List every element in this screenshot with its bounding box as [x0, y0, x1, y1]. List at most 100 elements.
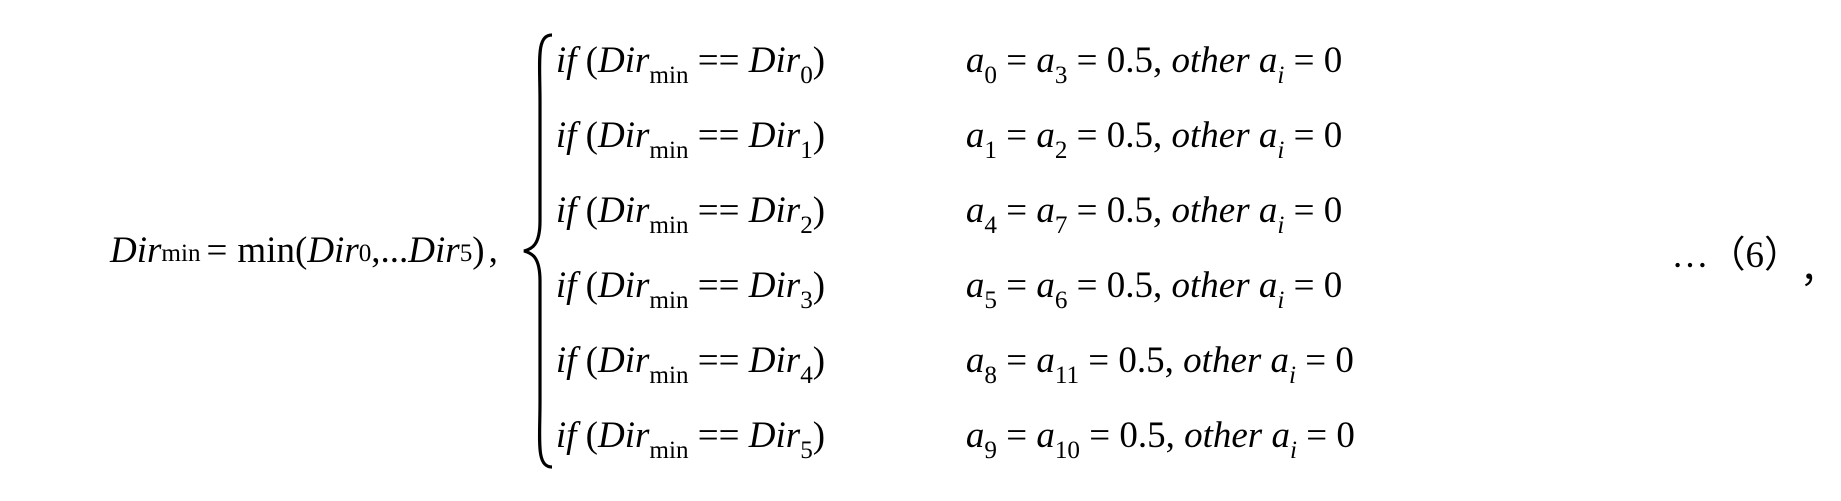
- case-condition: if (Dirmin == Dir2): [556, 189, 926, 237]
- close-paren: ): [813, 340, 825, 381]
- eqeq: ==: [689, 340, 749, 381]
- i-subscript: i: [1289, 362, 1296, 389]
- a-symbol: a: [966, 115, 985, 156]
- a-symbol: a: [966, 190, 985, 231]
- if-word: if: [556, 40, 577, 81]
- dir-symbol: Dir: [110, 229, 161, 272]
- other-word: other: [1184, 415, 1262, 456]
- comma: ,: [1165, 340, 1184, 381]
- other-word: other: [1172, 190, 1250, 231]
- eq-zero: = 0: [1284, 265, 1342, 306]
- a-symbol: a: [1259, 190, 1278, 231]
- if-word: if: [556, 415, 577, 456]
- case-condition: if (Dirmin == Dir0): [556, 39, 926, 87]
- dir-symbol: Dir: [749, 415, 800, 456]
- case-result: a9 = a10 = 0.5, other ai = 0: [966, 414, 1355, 462]
- other-word: other: [1183, 340, 1261, 381]
- dir-symbol: Dir: [598, 40, 649, 81]
- value: 0.5: [1118, 340, 1164, 381]
- a-symbol: a: [966, 265, 985, 306]
- eqeq: ==: [689, 115, 749, 156]
- a-sub-j: 2: [1055, 137, 1068, 164]
- a-sub-j: 3: [1055, 62, 1068, 89]
- dir-symbol: Dir: [749, 40, 800, 81]
- eq-zero: = 0: [1284, 40, 1342, 81]
- close-paren: ): [472, 229, 484, 272]
- a-sub-j: 10: [1055, 437, 1080, 464]
- value: 0.5: [1119, 415, 1165, 456]
- a-symbol: a: [966, 340, 985, 381]
- case-condition: if (Dirmin == Dir4): [556, 339, 926, 387]
- a-sub-j: 11: [1055, 362, 1079, 389]
- comma: ,: [1166, 415, 1185, 456]
- equation-lhs: Dirmin = min(Dir0,...Dir5) ,: [110, 229, 516, 272]
- min-function: min: [237, 229, 295, 272]
- a-symbol: a: [1271, 415, 1290, 456]
- dir-symbol: Dir: [598, 340, 649, 381]
- eqeq: ==: [689, 265, 749, 306]
- a-symbol: a: [1036, 115, 1055, 156]
- eq: =: [1067, 115, 1106, 156]
- trailing-comma: ，: [1800, 239, 1837, 293]
- case-row: if (Dirmin == Dir5) a9 = a10 = 0.5, othe…: [556, 414, 1355, 462]
- open-paren: (: [295, 229, 307, 272]
- value: 0.5: [1107, 115, 1153, 156]
- if-word: if: [556, 190, 577, 231]
- dir-sub: 1: [800, 137, 813, 164]
- dir-symbol: Dir: [598, 265, 649, 306]
- dir0-name: Dir: [307, 229, 358, 272]
- min-subscript: min: [649, 62, 688, 89]
- i-subscript: i: [1277, 137, 1284, 164]
- case-row: if (Dirmin == Dir0) a0 = a3 = 0.5, other…: [556, 39, 1355, 87]
- close-paren: ): [813, 265, 825, 306]
- a-sub-i: 4: [984, 212, 997, 239]
- dir-sub: 0: [800, 62, 813, 89]
- min-subscript: min: [649, 287, 688, 314]
- other-word: other: [1172, 265, 1250, 306]
- other-word: other: [1172, 115, 1250, 156]
- case-result: a8 = a11 = 0.5, other ai = 0: [966, 339, 1354, 387]
- case-result: a5 = a6 = 0.5, other ai = 0: [966, 264, 1342, 312]
- a-symbol: a: [966, 415, 985, 456]
- equals-sign: =: [207, 229, 228, 272]
- eq: =: [997, 40, 1036, 81]
- open-paren: (: [576, 115, 598, 156]
- i-subscript: i: [1277, 287, 1284, 314]
- case-result: a4 = a7 = 0.5, other ai = 0: [966, 189, 1342, 237]
- dir-symbol: Dir: [749, 340, 800, 381]
- lhs-trailing-comma: ,: [489, 229, 498, 272]
- eq: =: [1067, 190, 1106, 231]
- i-subscript: i: [1277, 212, 1284, 239]
- case-row: if (Dirmin == Dir4) a8 = a11 = 0.5, othe…: [556, 339, 1355, 387]
- dir-sub: 4: [800, 362, 813, 389]
- comma: ,: [1153, 190, 1172, 231]
- a-sub-j: 6: [1055, 287, 1068, 314]
- case-condition: if (Dirmin == Dir1): [556, 114, 926, 162]
- cases-block: if (Dirmin == Dir0) a0 = a3 = 0.5, other…: [522, 31, 1355, 471]
- equation-number: …（6）: [1672, 224, 1802, 278]
- close-paren: ): [813, 415, 825, 456]
- equation-container: Dirmin = min(Dir0,...Dir5) , if (Dirmin …: [110, 0, 1830, 501]
- close-paren: ): [813, 115, 825, 156]
- a-sub-i: 5: [984, 287, 997, 314]
- min-subscript: min: [649, 212, 688, 239]
- a-symbol: a: [1259, 115, 1278, 156]
- if-word: if: [556, 265, 577, 306]
- a-sub-i: 0: [984, 62, 997, 89]
- dir5-name: Dir: [408, 229, 459, 272]
- case-row: if (Dirmin == Dir3) a5 = a6 = 0.5, other…: [556, 264, 1355, 312]
- open-paren: (: [576, 415, 598, 456]
- eq-zero: = 0: [1284, 115, 1342, 156]
- comma: ,: [1153, 265, 1172, 306]
- a-symbol: a: [1036, 190, 1055, 231]
- close-paren: ): [813, 190, 825, 231]
- dir-symbol: Dir: [598, 415, 649, 456]
- i-subscript: i: [1290, 437, 1297, 464]
- dir-symbol: Dir: [749, 190, 800, 231]
- eqeq: ==: [689, 190, 749, 231]
- dir-sub: 5: [800, 437, 813, 464]
- dir-symbol: Dir: [598, 190, 649, 231]
- eq-zero: = 0: [1296, 340, 1354, 381]
- dir-symbol: Dir: [598, 115, 649, 156]
- cases-list: if (Dirmin == Dir0) a0 = a3 = 0.5, other…: [556, 31, 1355, 471]
